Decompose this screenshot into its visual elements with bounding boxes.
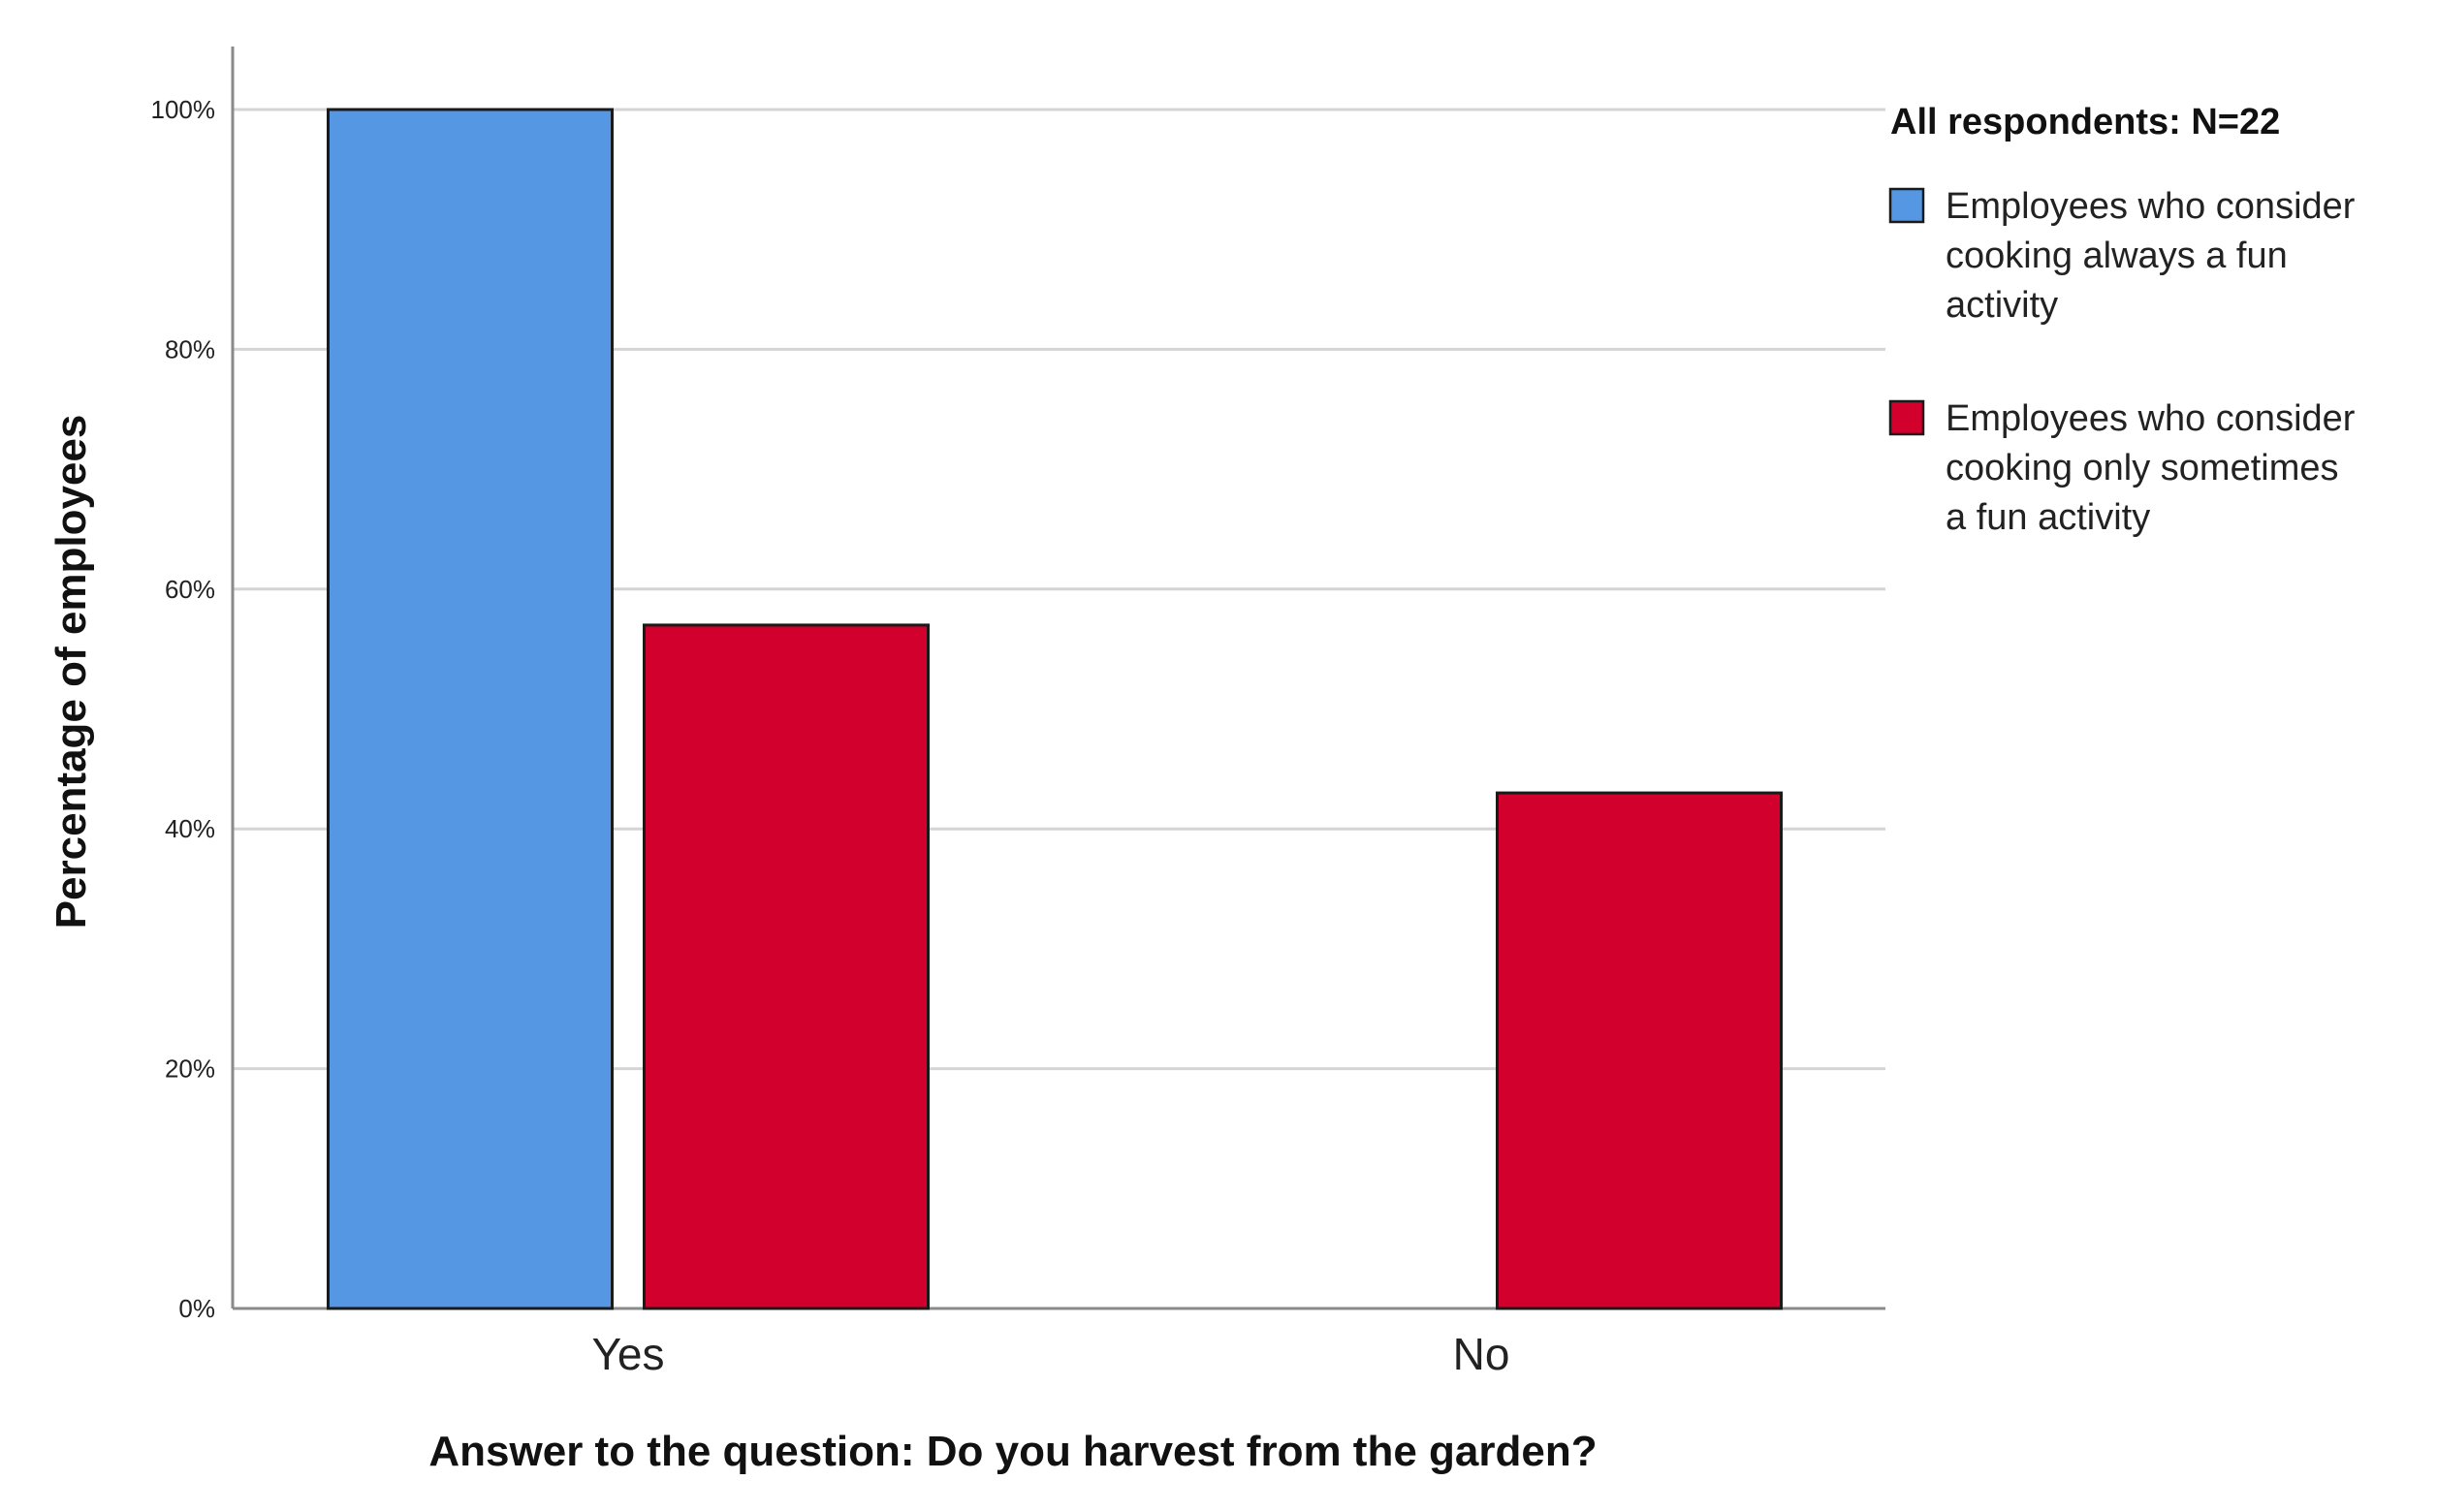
legend-title: All respondents: N=22 [1890,102,2280,142]
bar [1496,791,1783,1310]
legend-swatch [1888,187,1925,224]
x-category-labels: Yes No [591,1329,1509,1379]
y-tick-label: 80% [165,334,215,363]
legend-label: Employees who consider [1946,186,2356,227]
y-tick-label: 60% [165,575,215,604]
y-tick-labels: 0% 20% 40% 60% 80% 100% [151,95,216,1323]
y-tick-label: 20% [165,1055,215,1084]
legend-label: a fun activity [1946,497,2150,538]
x-category-label: Yes [591,1329,664,1379]
legend-label: Employees who consider [1946,398,2356,439]
y-axis-title: Percentage of employees [47,415,95,929]
bar [643,623,930,1310]
x-axis-title: Answer to the question: Do you harvest f… [428,1428,1597,1475]
bar [327,108,614,1310]
legend-entries: Employees who consider cooking always a f… [1888,186,2356,538]
y-tick-label: 40% [165,814,215,843]
bars [327,108,1783,1310]
legend-label: cooking always a fun [1946,236,2288,276]
y-tick-label: 100% [151,95,216,124]
legend: All respondents: N=22 Employees who cons… [1888,102,2356,538]
legend-label: cooking only sometimes [1946,448,2339,488]
legend-label: activity [1946,285,2058,326]
x-category-label: No [1453,1329,1510,1379]
y-tick-label: 0% [178,1294,215,1323]
legend-swatch [1888,399,1925,436]
